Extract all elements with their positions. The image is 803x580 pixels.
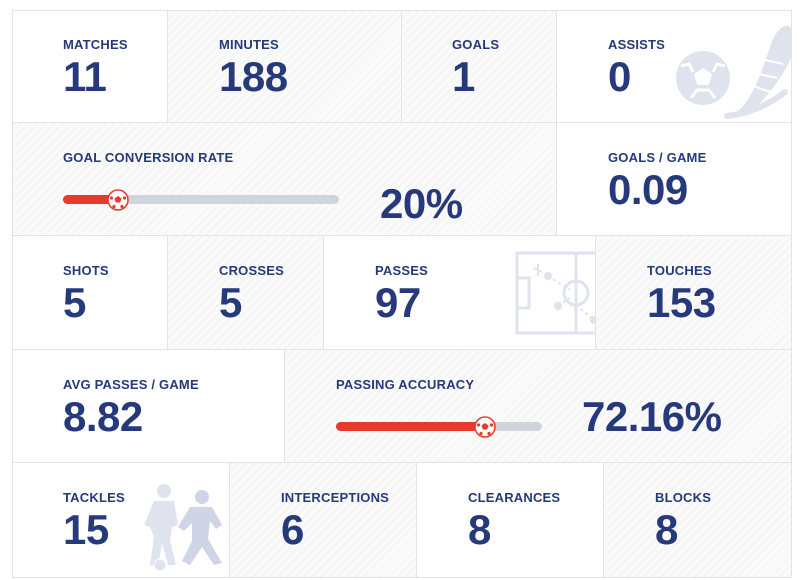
stat-label: GOALS bbox=[452, 37, 500, 52]
progress-bar bbox=[336, 416, 542, 438]
stat-label: PASSES bbox=[375, 263, 428, 278]
stat-avg-passes-per-game: AVG PASSES / GAME 8.82 bbox=[12, 350, 285, 463]
stat-passing-accuracy: PASSING ACCURACY 72.16% bbox=[285, 350, 792, 463]
stat-label: CLEARANCES bbox=[468, 490, 561, 505]
stat-crosses: CROSSES 5 bbox=[168, 236, 324, 350]
stat-label: INTERCEPTIONS bbox=[281, 490, 390, 505]
stat-minutes: MINUTES 188 bbox=[168, 10, 402, 123]
stat-label: AVG PASSES / GAME bbox=[63, 377, 199, 392]
stat-matches: MATCHES 11 bbox=[12, 10, 168, 123]
stat-label: GOALS / GAME bbox=[608, 150, 707, 165]
stat-blocks: BLOCKS 8 bbox=[604, 463, 792, 578]
stat-clearances: CLEARANCES 8 bbox=[417, 463, 604, 578]
stat-label: PASSING ACCURACY bbox=[336, 377, 475, 392]
stat-label: GOAL CONVERSION RATE bbox=[63, 150, 234, 165]
tackling-players-icon bbox=[144, 484, 222, 572]
stat-shots: SHOTS 5 bbox=[12, 236, 168, 350]
stat-label: TACKLES bbox=[63, 490, 125, 505]
stat-value: 8.82 bbox=[63, 393, 143, 440]
football-and-boot-icon bbox=[676, 25, 791, 119]
stat-value: 11 bbox=[63, 53, 107, 100]
stat-value: 188 bbox=[219, 53, 288, 100]
stat-interceptions: INTERCEPTIONS 6 bbox=[230, 463, 417, 578]
stat-label: SHOTS bbox=[63, 263, 109, 278]
stat-label: ASSISTS bbox=[608, 37, 666, 52]
progress-fill bbox=[336, 422, 485, 431]
football-icon bbox=[473, 416, 496, 438]
stat-value: 8 bbox=[468, 506, 491, 553]
stat-value: 1 bbox=[452, 53, 475, 100]
stats-grid: MATCHES 11 MINUTES 188 GOALS 1 ASSISTS 0… bbox=[12, 10, 792, 578]
stat-value: 5 bbox=[63, 279, 86, 326]
stat-value: 8 bbox=[655, 506, 678, 553]
stat-label: CROSSES bbox=[219, 263, 284, 278]
stat-passes: PASSES 97 bbox=[324, 236, 596, 350]
stat-value: 97 bbox=[375, 279, 421, 326]
stat-goals: GOALS 1 bbox=[402, 10, 557, 123]
stat-value: 20% bbox=[380, 180, 463, 227]
stat-goals-per-game: GOALS / GAME 0.09 bbox=[557, 123, 792, 236]
stat-label: TOUCHES bbox=[647, 263, 712, 278]
progress-fill bbox=[63, 195, 119, 204]
stat-goal-conversion-rate: GOAL CONVERSION RATE 20% bbox=[12, 123, 557, 236]
stat-touches: TOUCHES 153 bbox=[596, 236, 792, 350]
progress-bar bbox=[63, 189, 339, 211]
pitch-tactics-icon bbox=[515, 251, 595, 335]
stat-value: 0.09 bbox=[608, 166, 688, 213]
stat-value: 6 bbox=[281, 506, 304, 553]
stat-value: 0 bbox=[608, 53, 631, 100]
stat-label: BLOCKS bbox=[655, 490, 712, 505]
stat-assists: ASSISTS 0 bbox=[557, 10, 792, 123]
stat-value: 72.16% bbox=[582, 393, 722, 440]
stat-value: 153 bbox=[647, 279, 716, 326]
stat-value: 5 bbox=[219, 279, 242, 326]
stat-label: MATCHES bbox=[63, 37, 128, 52]
stat-label: MINUTES bbox=[219, 37, 279, 52]
football-icon bbox=[107, 189, 129, 211]
stat-tackles: TACKLES 15 bbox=[12, 463, 230, 578]
stat-value: 15 bbox=[63, 506, 109, 553]
